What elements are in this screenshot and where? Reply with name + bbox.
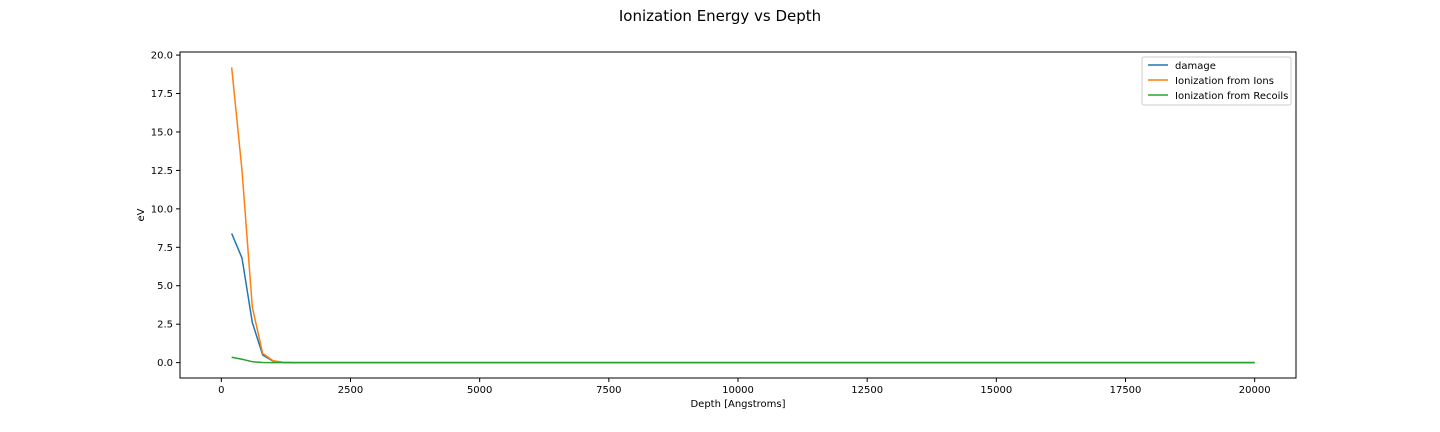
plot-area [179, 51, 1297, 379]
x-axis-label: Depth [Angstroms] [690, 399, 785, 410]
series-line-ionization-from-recoils [231, 356, 1255, 364]
y-axis-ticks: 0.0 2.5 5.0 7.5 10.0 12.5 15.0 17.5 20.0 [151, 51, 180, 369]
x-tick-label: 10000 [722, 385, 754, 396]
series-line-ionization-from-ions [230, 67, 1255, 364]
legend-label-ionization-from-recoils: Ionization from Recoils [1175, 91, 1288, 102]
series-line-damage [230, 233, 1255, 364]
series-lines [230, 67, 1255, 364]
x-tick-label: 5000 [467, 385, 492, 396]
x-tick-label: 7500 [596, 385, 621, 396]
y-tick-label: 2.5 [157, 320, 173, 331]
y-tick-label: 12.5 [151, 166, 173, 177]
chart-title: Ionization Energy vs Depth [619, 7, 821, 25]
x-tick-label: 2500 [338, 385, 363, 396]
legend-box [1141, 56, 1292, 106]
legend: damage Ionization from Ions Ionization f… [1141, 56, 1292, 106]
y-tick-label: 20.0 [151, 51, 173, 62]
legend-label-ionization-from-ions: Ionization from Ions [1175, 76, 1274, 87]
x-tick-label: 0 [218, 385, 224, 396]
y-tick-label: 10.0 [151, 204, 173, 215]
y-tick-label: 7.5 [157, 243, 173, 254]
x-tick-label: 15000 [980, 385, 1012, 396]
x-tick-label: 20000 [1239, 385, 1271, 396]
y-tick-label: 17.5 [151, 89, 173, 100]
legend-label-damage: damage [1175, 61, 1216, 72]
x-tick-label: 12500 [851, 385, 883, 396]
y-axis-label: eV [136, 208, 147, 221]
y-tick-label: 15.0 [151, 127, 173, 138]
x-axis-ticks: 0 2500 5000 7500 10000 12500 15000 17500 20000 [218, 378, 1271, 396]
x-tick-label: 17500 [1110, 385, 1142, 396]
y-tick-label: 0.0 [157, 358, 173, 369]
y-tick-label: 5.0 [157, 281, 173, 292]
